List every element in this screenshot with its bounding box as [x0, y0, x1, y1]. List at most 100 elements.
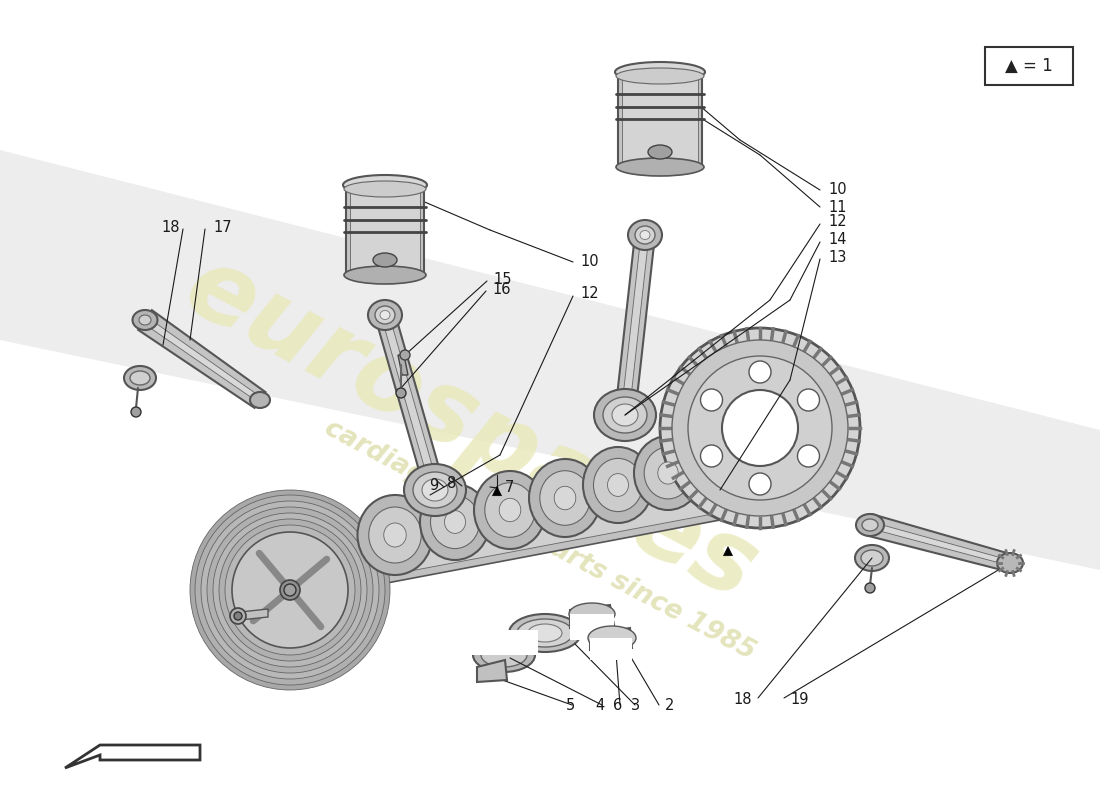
Ellipse shape — [124, 366, 156, 390]
Ellipse shape — [554, 486, 575, 510]
Text: 17: 17 — [213, 221, 232, 235]
Text: eurospares: eurospares — [168, 238, 772, 622]
Text: 9: 9 — [429, 478, 438, 493]
Ellipse shape — [607, 474, 628, 496]
Text: 18: 18 — [162, 221, 180, 235]
Polygon shape — [618, 72, 702, 167]
FancyBboxPatch shape — [984, 47, 1072, 85]
Text: 12: 12 — [828, 214, 847, 230]
Polygon shape — [615, 234, 654, 416]
Ellipse shape — [640, 230, 650, 239]
Ellipse shape — [485, 482, 536, 538]
Ellipse shape — [703, 453, 737, 498]
Text: 8: 8 — [447, 475, 456, 490]
Text: 13: 13 — [828, 250, 846, 265]
Circle shape — [230, 608, 246, 624]
Circle shape — [749, 361, 771, 383]
Polygon shape — [139, 310, 265, 408]
Circle shape — [195, 495, 385, 685]
Circle shape — [396, 388, 406, 398]
Ellipse shape — [344, 266, 426, 284]
Circle shape — [749, 473, 771, 495]
Ellipse shape — [529, 459, 601, 537]
Ellipse shape — [404, 464, 466, 516]
Circle shape — [219, 519, 361, 661]
Circle shape — [280, 580, 300, 600]
Ellipse shape — [603, 397, 647, 433]
Text: 16: 16 — [492, 282, 510, 297]
Circle shape — [660, 328, 860, 528]
Text: 19: 19 — [790, 691, 808, 706]
Circle shape — [207, 507, 373, 673]
Polygon shape — [477, 660, 507, 682]
Ellipse shape — [444, 510, 465, 534]
Text: 4: 4 — [595, 698, 605, 714]
Ellipse shape — [645, 447, 692, 499]
Polygon shape — [350, 189, 420, 271]
Ellipse shape — [517, 619, 573, 647]
Polygon shape — [621, 234, 649, 415]
Polygon shape — [724, 546, 733, 556]
Ellipse shape — [422, 479, 448, 501]
Ellipse shape — [583, 447, 653, 523]
Text: 18: 18 — [734, 691, 752, 706]
Ellipse shape — [368, 300, 402, 330]
Ellipse shape — [344, 181, 426, 197]
Polygon shape — [590, 628, 632, 650]
Polygon shape — [346, 185, 424, 275]
Ellipse shape — [481, 643, 527, 667]
Ellipse shape — [139, 315, 151, 325]
Ellipse shape — [628, 220, 662, 250]
Circle shape — [201, 501, 380, 679]
Circle shape — [234, 612, 242, 620]
Circle shape — [722, 390, 798, 466]
Ellipse shape — [861, 550, 883, 566]
Polygon shape — [382, 314, 439, 491]
Ellipse shape — [856, 514, 884, 536]
Polygon shape — [590, 638, 632, 660]
Ellipse shape — [616, 68, 704, 84]
Ellipse shape — [379, 310, 390, 319]
Circle shape — [232, 532, 348, 648]
Ellipse shape — [648, 145, 672, 159]
Ellipse shape — [250, 392, 270, 408]
Text: ▲ = 1: ▲ = 1 — [1005, 57, 1053, 75]
Ellipse shape — [594, 458, 642, 512]
Ellipse shape — [358, 495, 432, 575]
Text: 10: 10 — [580, 254, 598, 270]
Ellipse shape — [569, 603, 615, 625]
Polygon shape — [375, 312, 444, 493]
Ellipse shape — [616, 158, 704, 176]
Ellipse shape — [855, 545, 889, 571]
Ellipse shape — [710, 461, 730, 489]
Text: 14: 14 — [828, 233, 847, 247]
Ellipse shape — [420, 484, 490, 560]
Ellipse shape — [375, 306, 395, 324]
Ellipse shape — [412, 472, 456, 508]
Ellipse shape — [635, 226, 654, 244]
Circle shape — [213, 513, 367, 667]
Polygon shape — [350, 480, 720, 590]
Ellipse shape — [615, 62, 705, 82]
Ellipse shape — [528, 624, 562, 642]
Text: 2: 2 — [666, 698, 674, 714]
Text: 11: 11 — [828, 199, 847, 214]
Text: 7: 7 — [505, 479, 515, 494]
Circle shape — [688, 356, 832, 500]
Polygon shape — [352, 485, 718, 582]
Polygon shape — [398, 355, 408, 375]
Circle shape — [701, 445, 723, 467]
Ellipse shape — [384, 523, 406, 547]
Ellipse shape — [634, 436, 702, 510]
Ellipse shape — [594, 389, 656, 441]
Text: 10: 10 — [828, 182, 847, 198]
Ellipse shape — [997, 553, 1023, 573]
Polygon shape — [0, 150, 1100, 570]
Ellipse shape — [612, 404, 638, 426]
Ellipse shape — [509, 614, 581, 652]
Circle shape — [400, 350, 410, 360]
Ellipse shape — [130, 371, 150, 385]
Polygon shape — [570, 605, 614, 628]
Circle shape — [798, 389, 820, 411]
Circle shape — [672, 340, 848, 516]
